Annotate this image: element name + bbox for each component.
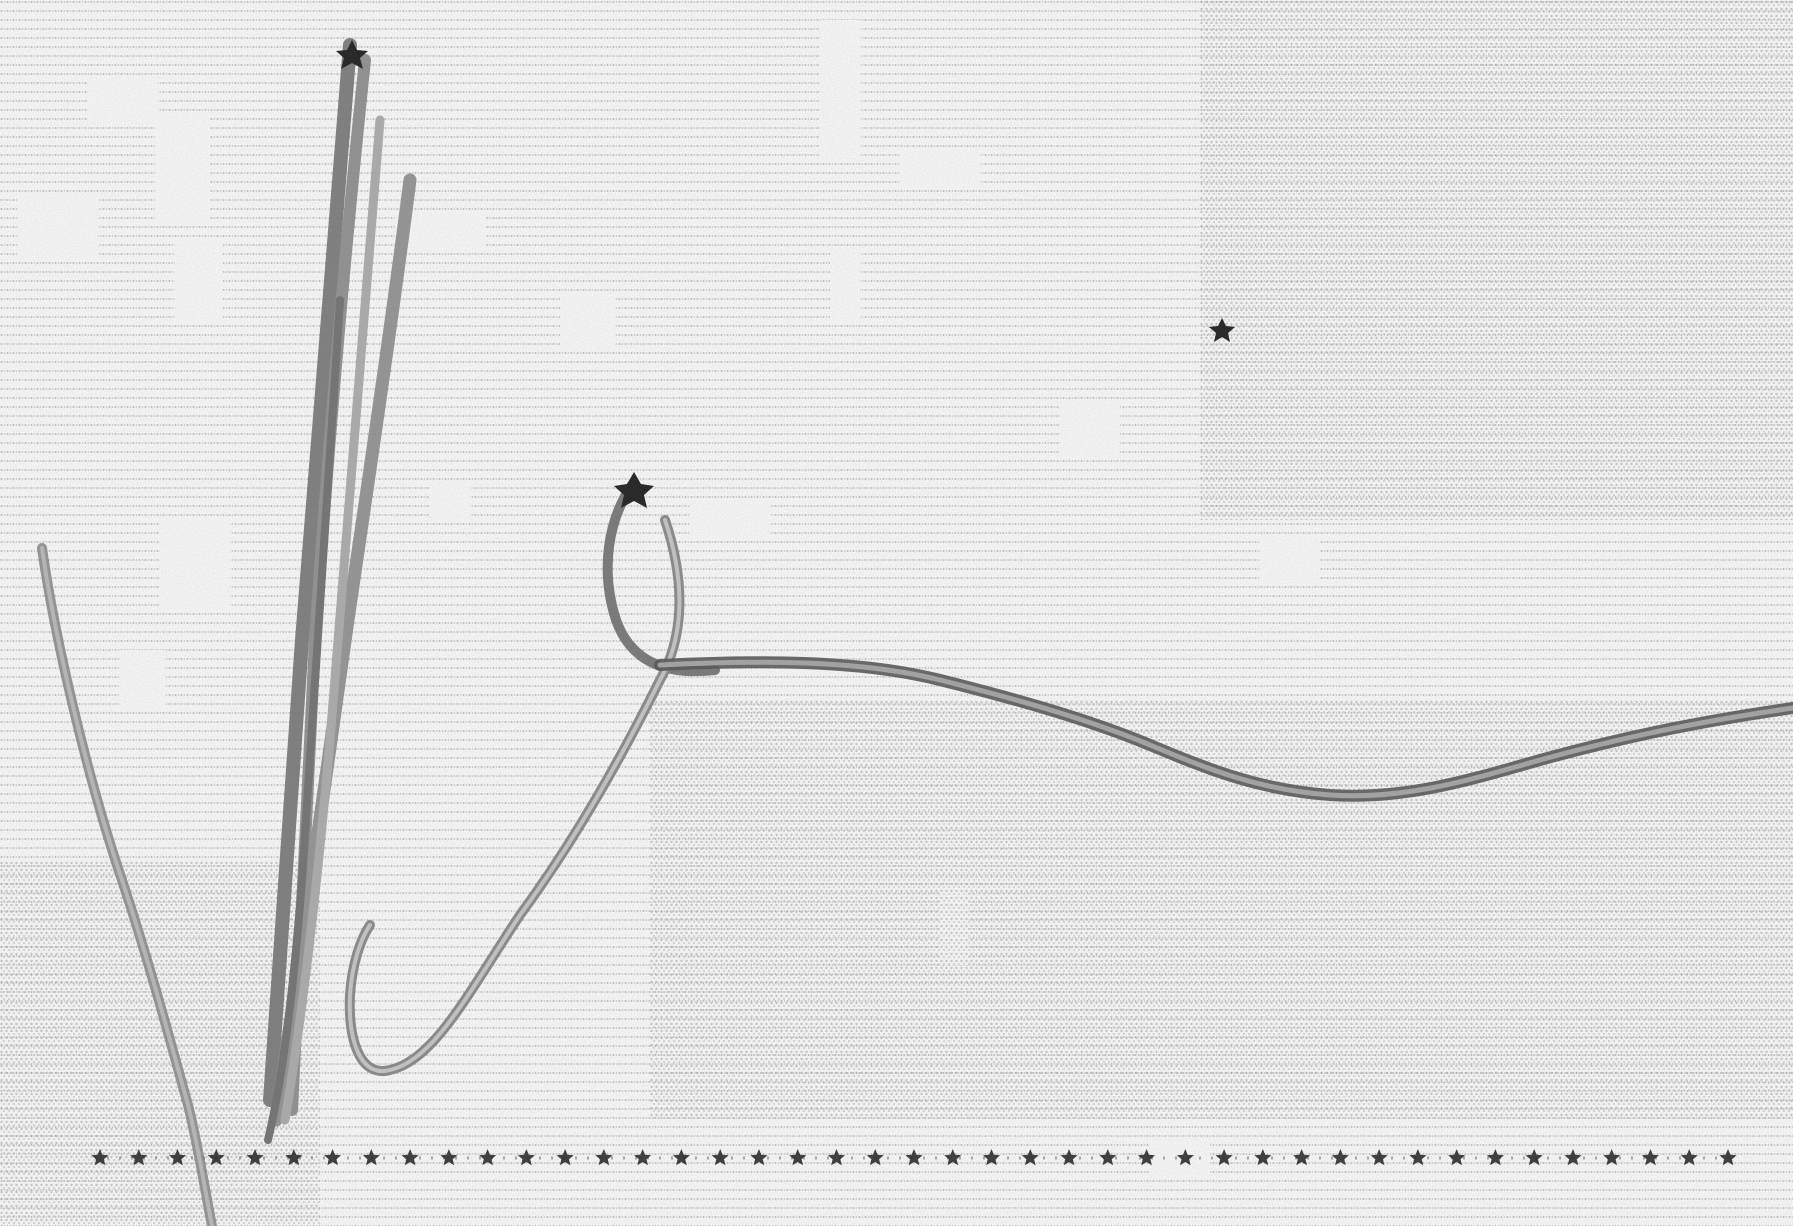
baseline-star-marker: [827, 1149, 845, 1166]
baseline-star-marker: [1138, 1149, 1156, 1166]
hook-loop-strokes: [344, 480, 720, 1077]
baseline-star-marker: [324, 1149, 342, 1166]
baseline-star-marker: [362, 1149, 380, 1166]
baseline-star-marker: [1564, 1149, 1582, 1166]
baseline-star-marker: [517, 1149, 535, 1166]
baseline-star-marker: [750, 1149, 768, 1166]
baseline-star-marker: [789, 1149, 807, 1166]
baseline-star-marker: [905, 1149, 923, 1166]
baseline-star-marker: [1370, 1149, 1388, 1166]
baseline-star-marker: [1099, 1149, 1117, 1166]
baseline-star-marker: [1641, 1149, 1659, 1166]
baseline-star-marker: [1215, 1149, 1233, 1166]
baseline-star-marker: [479, 1149, 497, 1166]
left-curve-stroke: [37, 543, 217, 1226]
baseline-star-marker: [401, 1149, 419, 1166]
long-wave-stroke: [654, 656, 1793, 802]
baseline-star-marker: [1293, 1149, 1311, 1166]
baseline-star-marker: [866, 1149, 884, 1166]
baseline-star-marker: [672, 1149, 690, 1166]
baseline-star-marker: [169, 1149, 187, 1166]
baseline-star-marker: [556, 1149, 574, 1166]
left-curve-stroke-highlight: [40, 546, 214, 1226]
baseline-star-marker: [1603, 1149, 1621, 1166]
baseline-star-marker: [1680, 1149, 1698, 1166]
baseline-star-marker: [246, 1149, 264, 1166]
baseline-star-marker: [130, 1149, 148, 1166]
baseline-star-marker: [1525, 1149, 1543, 1166]
baseline-star-marker: [1176, 1149, 1194, 1166]
baseline-star-marker: [1486, 1149, 1504, 1166]
baseline-star-marker: [285, 1149, 303, 1166]
baseline-star-marker: [91, 1149, 109, 1166]
tall-bundle-strokes: [263, 38, 417, 1144]
baseline-star-marker: [1409, 1149, 1427, 1166]
baseline-star-marker: [944, 1149, 962, 1166]
baseline-star-markers: [91, 1149, 1737, 1166]
baseline-star-marker: [1254, 1149, 1272, 1166]
marker-star-right: [1209, 318, 1235, 342]
baseline-star-marker: [1331, 1149, 1349, 1166]
baseline-star-marker: [595, 1149, 613, 1166]
baseline-star-marker: [440, 1149, 458, 1166]
baseline-star-marker: [207, 1149, 225, 1166]
marker-star-hook: [614, 472, 654, 508]
baseline-star-marker: [1060, 1149, 1078, 1166]
baseline-star-marker: [634, 1149, 652, 1166]
baseline-star-marker: [983, 1149, 1001, 1166]
baseline-star-marker: [1719, 1149, 1737, 1166]
baseline-star-marker: [1021, 1149, 1039, 1166]
baseline-star-marker: [1448, 1149, 1466, 1166]
baseline-star-marker: [711, 1149, 729, 1166]
marker-star-top: [336, 40, 368, 69]
